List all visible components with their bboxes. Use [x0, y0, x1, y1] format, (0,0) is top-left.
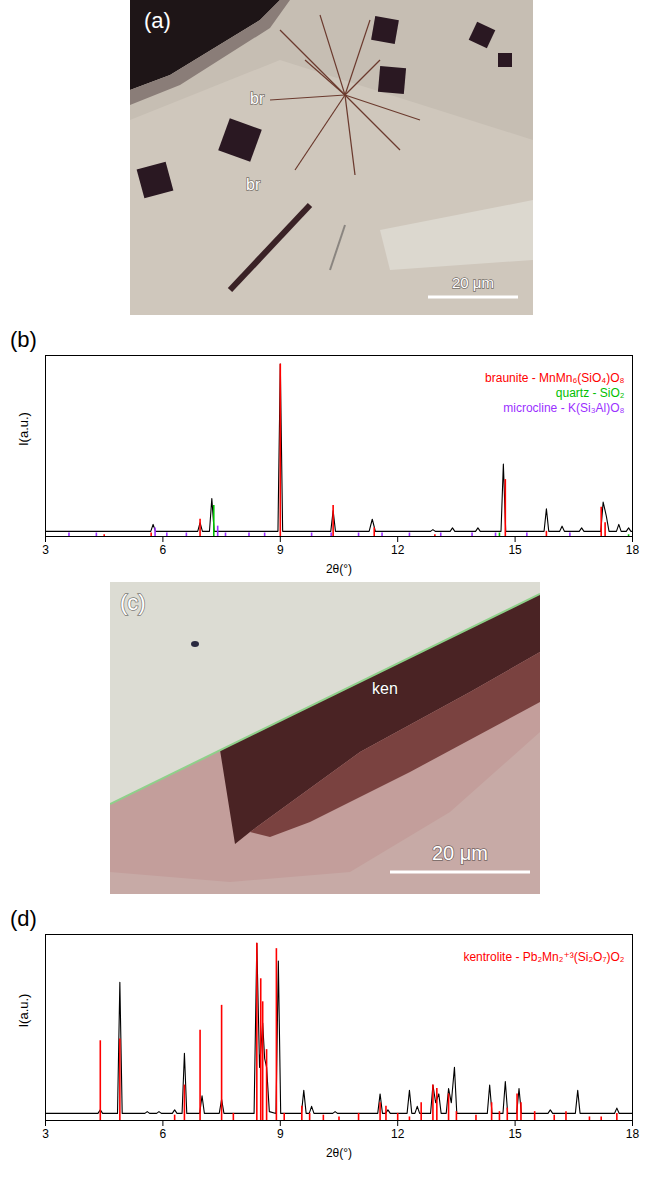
svg-text:microcline - K(Si₃Al)O₈: microcline - K(Si₃Al)O₈: [503, 401, 624, 415]
svg-text:ken: ken: [372, 680, 398, 697]
svg-text:(c): (c): [120, 590, 146, 615]
svg-text:br: br: [250, 90, 265, 107]
svg-text:kentrolite - Pb₂Mn₂⁺³(Si₂O₇)O₂: kentrolite - Pb₂Mn₂⁺³(Si₂O₇)O₂: [463, 950, 624, 964]
svg-text:3: 3: [42, 1127, 49, 1141]
svg-text:6: 6: [160, 1127, 167, 1141]
svg-text:(a): (a): [144, 8, 171, 33]
svg-text:I(a.u.): I(a.u.): [16, 412, 31, 446]
svg-text:I(a.u.): I(a.u.): [16, 994, 31, 1028]
svg-text:9: 9: [277, 1127, 284, 1141]
svg-text:12: 12: [391, 543, 405, 557]
svg-text:2θ(°): 2θ(°): [326, 562, 352, 576]
html-text:(b): (b): [10, 327, 37, 352]
svg-text:12: 12: [391, 1127, 405, 1141]
svg-text:braunite - MnMn₆(SiO₄)O₈: braunite - MnMn₆(SiO₄)O₈: [485, 371, 624, 385]
html-text:(d): (d): [10, 906, 37, 931]
svg-text:15: 15: [508, 1127, 522, 1141]
svg-text:6: 6: [160, 543, 167, 557]
svg-text:br: br: [246, 176, 261, 193]
svg-text:18: 18: [626, 1127, 640, 1141]
svg-text:3: 3: [42, 543, 49, 557]
svg-text:15: 15: [508, 543, 522, 557]
svg-text:20 μm: 20 μm: [432, 842, 488, 864]
svg-text:9: 9: [277, 543, 284, 557]
svg-text:2θ(°): 2θ(°): [326, 1146, 352, 1160]
svg-text:18: 18: [626, 543, 640, 557]
svg-text:quartz - SiO₂: quartz - SiO₂: [556, 386, 625, 400]
svg-text:20 μm: 20 μm: [452, 274, 494, 291]
